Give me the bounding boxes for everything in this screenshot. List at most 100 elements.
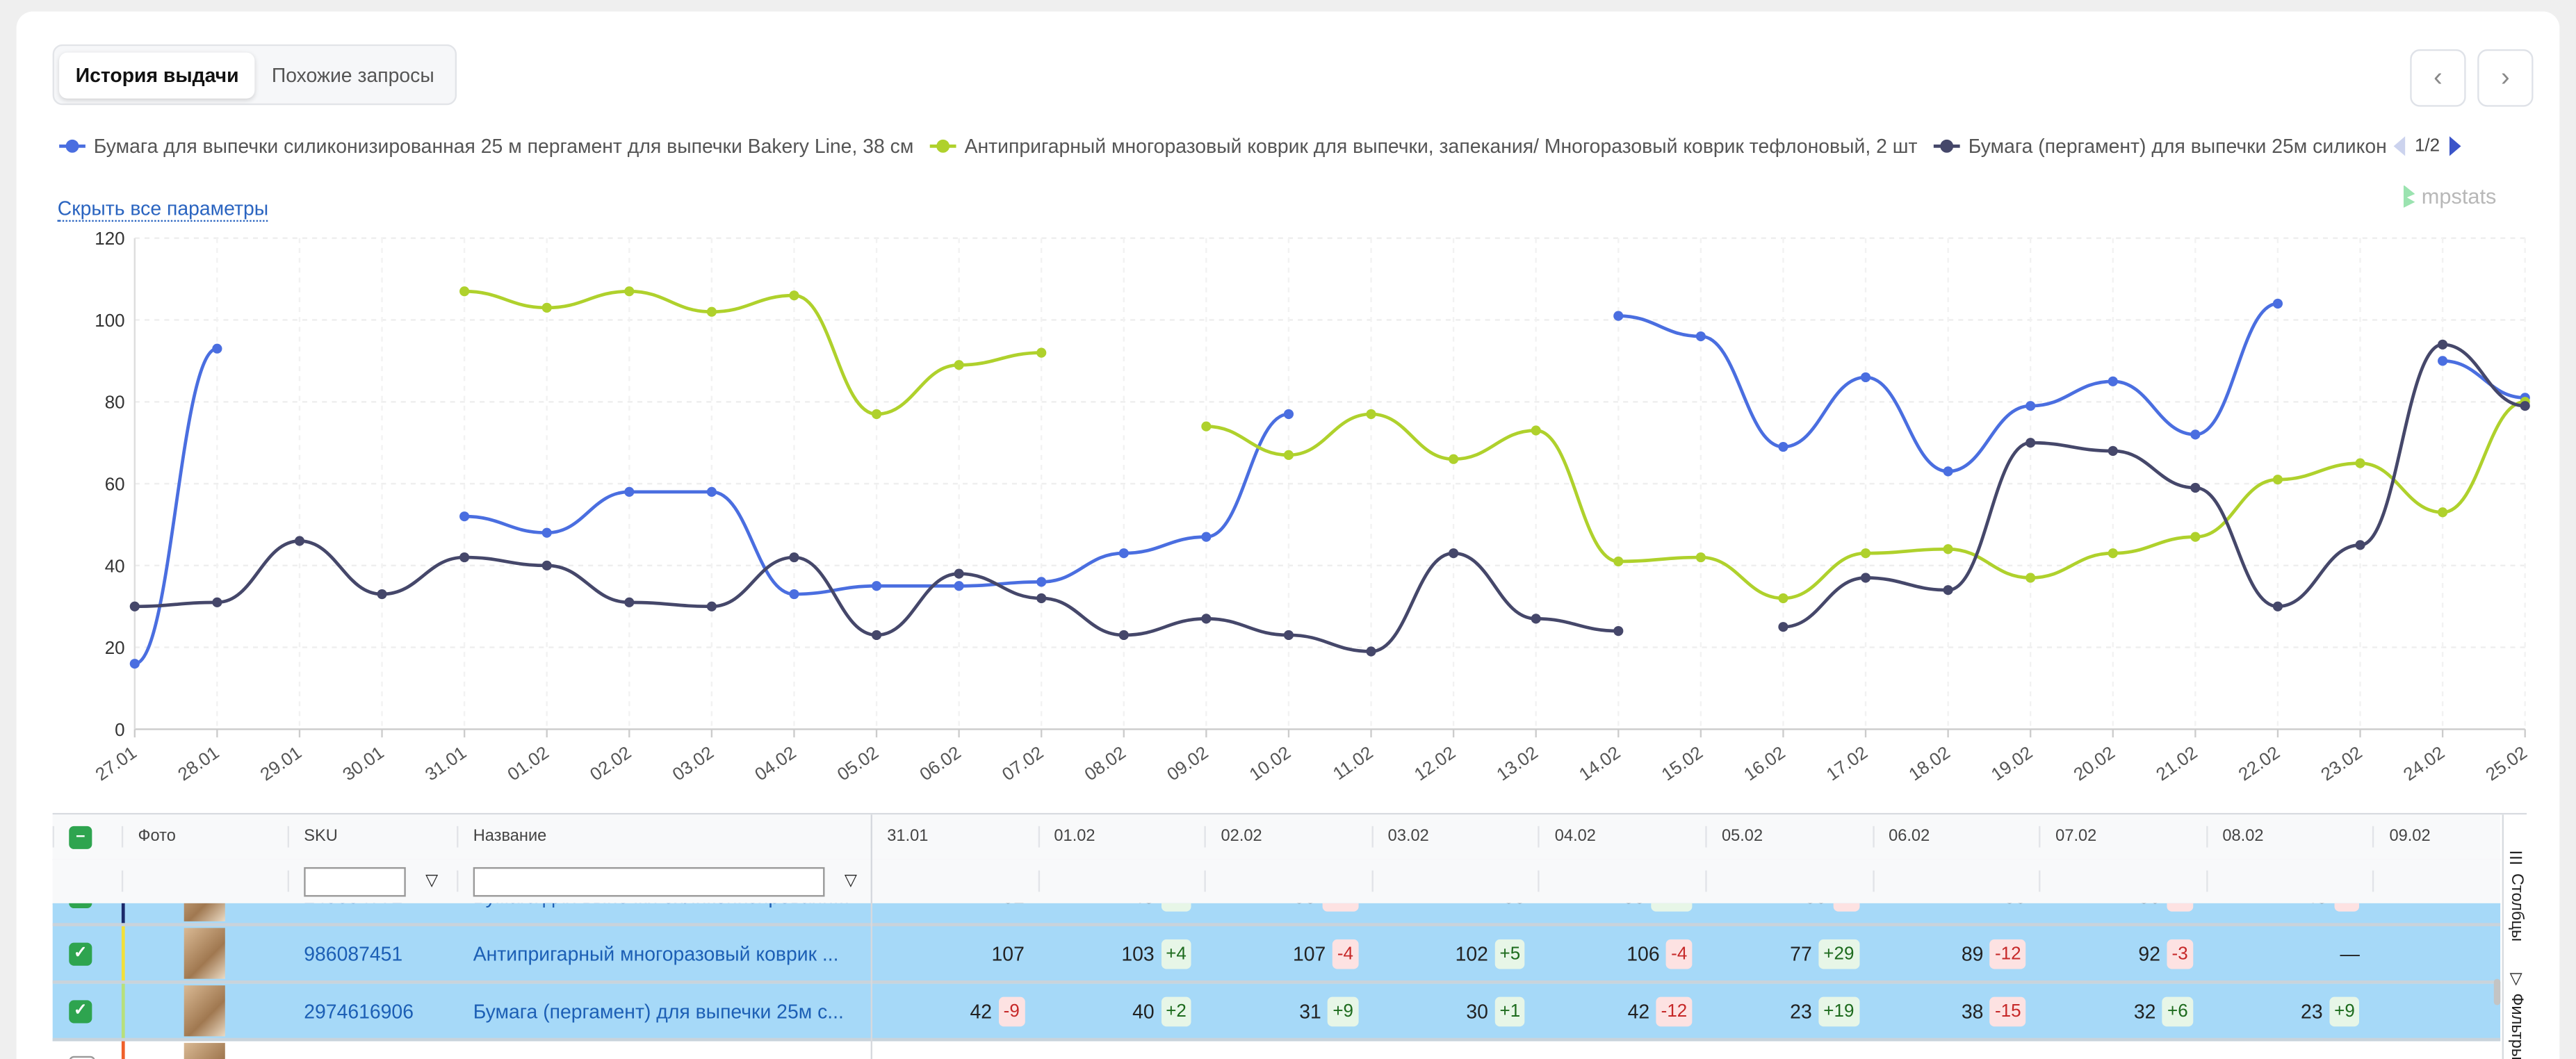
position-cell: — <box>2206 926 2373 980</box>
tab-history[interactable]: История выдачи <box>59 51 256 98</box>
x-tick-label: 14.02 <box>1575 742 1624 785</box>
row-checkbox[interactable] <box>69 1055 96 1059</box>
x-tick-label: 10.02 <box>1246 742 1294 785</box>
photo-cell <box>184 903 234 923</box>
filter-cell: ▽ <box>287 859 457 903</box>
position-value: 23 <box>2301 999 2323 1023</box>
legend-prev-icon[interactable] <box>2393 136 2405 156</box>
header-date[interactable]: 09.02 <box>2372 814 2540 859</box>
sku-link[interactable]: 2974616906 <box>304 999 414 1023</box>
row-checkbox[interactable]: ✓ <box>69 942 92 965</box>
data-point-2 <box>1036 593 1047 604</box>
product-name-link[interactable]: Антипригарный многоразовый коврик ... <box>473 942 839 965</box>
header-date[interactable]: 07.02 <box>2039 814 2206 859</box>
product-name-link[interactable]: Бумага для выпечки силиконизированн... <box>473 903 867 923</box>
data-point-1 <box>2108 548 2118 559</box>
x-tick-label: 04.02 <box>751 742 799 785</box>
filter-icon[interactable]: ▽ <box>844 872 858 891</box>
data-point-1 <box>871 409 882 420</box>
x-tick-label: 18.02 <box>1905 742 1953 785</box>
table-row[interactable]: ✓ 986087451 Антипригарный многоразовый к… <box>52 926 2501 984</box>
position-cell: 58 -10 <box>1205 903 1371 923</box>
position-value: 36 <box>2138 903 2160 908</box>
data-point-0 <box>706 486 717 497</box>
position-change-badge: +9 <box>2329 996 2360 1026</box>
x-tick-label: 01.02 <box>503 742 552 785</box>
data-point-2 <box>2190 482 2201 493</box>
position-change-badge: +4 <box>1161 903 1191 911</box>
sku-link[interactable]: 249604772 <box>304 903 457 923</box>
product-name-link[interactable] <box>473 1041 867 1059</box>
data-point-2 <box>1943 585 1953 596</box>
x-tick-label: 19.02 <box>1987 742 2036 785</box>
header-name[interactable]: Название <box>457 814 871 859</box>
next-button[interactable]: › <box>2477 49 2534 107</box>
header-date[interactable]: 31.01 <box>870 814 1038 859</box>
position-cell: 47 <box>2373 903 2500 923</box>
legend-marker-icon <box>1934 138 1960 155</box>
table-row[interactable]: ✓ 249604772 Бумага для выпечки силикониз… <box>52 903 2501 927</box>
name-filter-input[interactable] <box>473 866 825 896</box>
header-date[interactable]: 01.02 <box>1037 814 1205 859</box>
position-change-badge: -4 <box>1332 938 1359 969</box>
position-change-badge: +2 <box>1161 996 1191 1026</box>
vertical-scrollbar[interactable] <box>2493 978 2501 1005</box>
position-change-badge: +9 <box>1328 996 1359 1026</box>
product-name-link[interactable]: Бумага (пергамент) для выпечки 25м с... <box>473 999 844 1023</box>
legend-next-icon[interactable] <box>2449 136 2461 156</box>
legend-item[interactable]: Антипригарный многоразовый коврик для вы… <box>929 135 1918 158</box>
row-checkbox[interactable]: ✓ <box>69 999 92 1023</box>
select-all-checkbox[interactable]: – <box>69 825 92 848</box>
filter-icon: ▽ <box>2506 970 2525 994</box>
position-value: 92 <box>2138 942 2161 965</box>
header-date[interactable]: 05.02 <box>1705 814 1872 859</box>
y-tick-label: 120 <box>95 228 124 249</box>
position-cell: 58 <box>1371 903 1538 923</box>
position-value: 103 <box>1121 942 1155 965</box>
hide-all-params-link[interactable]: Скрыть все параметры <box>57 197 269 222</box>
header-date[interactable]: 03.02 <box>1371 814 1538 859</box>
table-row[interactable] <box>52 1041 2501 1059</box>
mpstats-logo: mpstats <box>2403 184 2496 208</box>
data-point-0 <box>1860 372 1871 383</box>
data-point-1 <box>954 360 964 370</box>
sku-filter-input[interactable] <box>304 866 406 896</box>
row-checkbox[interactable]: ✓ <box>69 903 92 908</box>
position-cell: 74 <box>2373 926 2500 980</box>
product-thumbnail[interactable] <box>184 928 225 979</box>
position-cell: 89 -12 <box>1872 926 2039 980</box>
product-thumbnail[interactable] <box>184 1042 225 1059</box>
header-date[interactable]: 02.02 <box>1204 814 1371 859</box>
legend-item[interactable]: Бумага для выпечки силиконизированная 25… <box>59 135 913 158</box>
filters-panel-toggle[interactable]: ▽ Фильтры <box>2507 971 2525 1059</box>
filter-cell <box>870 859 1038 903</box>
filter-icon[interactable]: ▽ <box>425 872 439 891</box>
columns-panel-toggle[interactable]: ☰ Столбцы <box>2507 851 2525 942</box>
header-date[interactable]: 04.02 <box>1538 814 1705 859</box>
table-body: ✓ 249604772 Бумага для выпечки силикониз… <box>52 903 2501 1059</box>
sku-link[interactable] <box>304 1041 457 1059</box>
series-line-1 <box>1206 400 2525 600</box>
header-photo[interactable]: Фото <box>121 814 288 859</box>
tab-bar: История выдачи Похожие запросы <box>52 44 457 106</box>
filter-cell <box>1872 859 2039 903</box>
data-point-2 <box>2438 339 2448 350</box>
x-tick-label: 08.02 <box>1080 742 1129 785</box>
legend-marker-icon <box>929 138 956 155</box>
table-row[interactable]: ✓ 2974616906 Бумага (пергамент) для выпе… <box>52 983 2501 1042</box>
data-point-2 <box>129 601 140 611</box>
header-date[interactable]: 06.02 <box>1872 814 2039 859</box>
position-cell: 31 +9 <box>1205 984 1371 1038</box>
legend-item[interactable]: Бумага (пергамент) для выпечки 25м силик… <box>1934 135 2387 158</box>
data-point-1 <box>789 290 799 301</box>
data-point-2 <box>2272 601 2283 611</box>
product-thumbnail[interactable] <box>184 985 225 1037</box>
sku-link[interactable]: 986087451 <box>304 942 403 965</box>
position-cell: 35 <box>1872 903 2039 923</box>
header-sku[interactable]: SKU <box>287 814 457 859</box>
header-date[interactable]: 08.02 <box>2206 814 2373 859</box>
data-point-2 <box>212 597 222 607</box>
product-thumbnail[interactable] <box>184 903 225 921</box>
tab-similar-queries[interactable]: Похожие запросы <box>271 63 434 87</box>
prev-button[interactable]: ‹ <box>2410 49 2466 107</box>
